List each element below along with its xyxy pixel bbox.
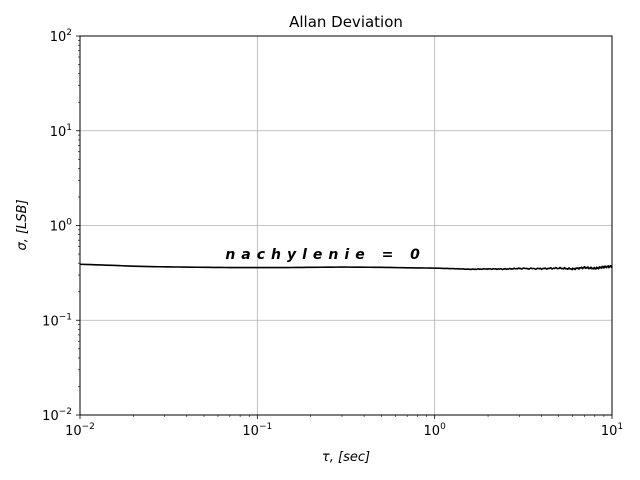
x-tick-label: 10−1 (242, 422, 272, 439)
x-tick-label: 101 (601, 422, 623, 439)
x-axis-label: τ, [sec] (322, 450, 370, 465)
series-layer (79, 263, 613, 271)
tick-layer: 10−2 10−1 100 101 10−2 10−1 100 101 102 (42, 28, 623, 439)
y-tick-label: 100 (50, 218, 73, 235)
y-tick-label: 102 (50, 28, 72, 45)
y-tick-label: 101 (50, 123, 72, 140)
series-line (79, 263, 613, 271)
x-tick-label: 10−2 (65, 422, 95, 439)
y-tick-label: 10−2 (42, 407, 72, 424)
chart-title: Allan Deviation (289, 13, 403, 31)
x-tick-label: 100 (424, 422, 447, 439)
slope-annotation: nachylenie = 0 (225, 247, 426, 263)
y-tick-label: 10−1 (42, 312, 72, 329)
y-axis-label: σ, [LSB] (15, 199, 30, 250)
